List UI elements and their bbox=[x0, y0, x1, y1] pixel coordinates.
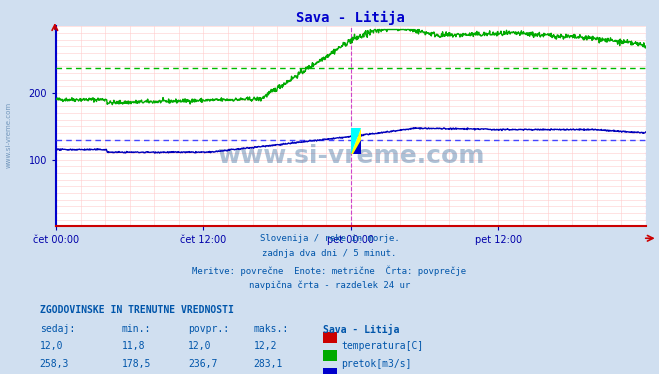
Text: povpr.:: povpr.: bbox=[188, 324, 229, 334]
Text: navpična črta - razdelek 24 ur: navpična črta - razdelek 24 ur bbox=[249, 281, 410, 290]
Text: Slovenija / reke in morje.: Slovenija / reke in morje. bbox=[260, 234, 399, 243]
Text: 11,8: 11,8 bbox=[122, 341, 146, 352]
Text: 12,2: 12,2 bbox=[254, 341, 277, 352]
Text: 12,0: 12,0 bbox=[188, 341, 212, 352]
Polygon shape bbox=[351, 128, 361, 154]
Polygon shape bbox=[351, 128, 361, 154]
Text: Sava - Litija: Sava - Litija bbox=[323, 324, 399, 334]
Title: Sava - Litija: Sava - Litija bbox=[297, 11, 405, 25]
Text: ZGODOVINSKE IN TRENUTNE VREDNOSTI: ZGODOVINSKE IN TRENUTNE VREDNOSTI bbox=[40, 305, 233, 315]
Text: zadnja dva dni / 5 minut.: zadnja dva dni / 5 minut. bbox=[262, 249, 397, 258]
Text: 258,3: 258,3 bbox=[40, 359, 69, 370]
Text: temperatura[C]: temperatura[C] bbox=[341, 341, 424, 352]
Text: 236,7: 236,7 bbox=[188, 359, 217, 370]
Text: sedaj:: sedaj: bbox=[40, 324, 74, 334]
Text: www.si-vreme.com: www.si-vreme.com bbox=[5, 102, 12, 168]
Text: min.:: min.: bbox=[122, 324, 152, 334]
Text: Meritve: povrečne  Enote: metrične  Črta: povprečje: Meritve: povrečne Enote: metrične Črta: … bbox=[192, 265, 467, 276]
Text: 178,5: 178,5 bbox=[122, 359, 152, 370]
Text: pretok[m3/s]: pretok[m3/s] bbox=[341, 359, 412, 370]
Polygon shape bbox=[353, 140, 361, 154]
Text: 12,0: 12,0 bbox=[40, 341, 63, 352]
Text: maks.:: maks.: bbox=[254, 324, 289, 334]
Text: 283,1: 283,1 bbox=[254, 359, 283, 370]
Text: www.si-vreme.com: www.si-vreme.com bbox=[217, 144, 484, 168]
